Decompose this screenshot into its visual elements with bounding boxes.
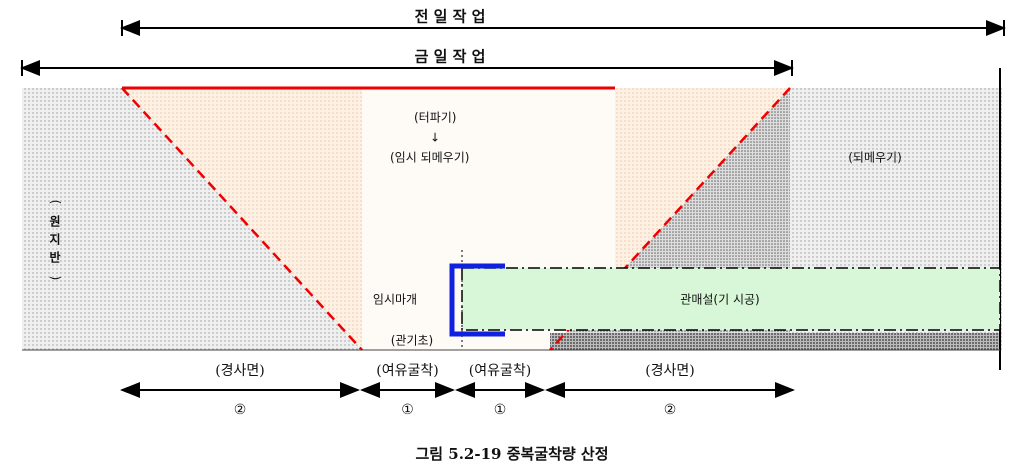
top-arrows: 전 일 작 업 금 일 작 업 <box>20 8 1006 76</box>
dimension-label: (경사면) <box>215 363 265 379</box>
original-ground: ) <box>49 276 63 281</box>
labels: (터파기) ↓ (임시 되메우기) (되메우기) ( 원 지 반 ) 임시마개 … <box>49 111 902 348</box>
original-ground: 원 <box>49 215 60 229</box>
dimension-label: (여유굴착) <box>469 363 531 379</box>
dimension-mark: ① <box>401 402 414 418</box>
arrow: ↓ <box>430 131 440 145</box>
temp-backfill: (임시 되메우기) <box>390 151 469 165</box>
dimension-label: (여유굴착) <box>376 363 438 379</box>
temp-cap: 임시마개 <box>373 293 417 307</box>
dimension-mark: ② <box>234 402 247 418</box>
original-ground: 지 <box>49 232 60 247</box>
previous-day-label: 전 일 작 업 <box>415 8 486 26</box>
pipe: 관매설(기 시공) <box>680 293 759 307</box>
dimension-label: (경사면) <box>645 363 695 379</box>
caption: 그림 5.2-19 중복굴착량 산정 <box>415 445 608 463</box>
backfill: (되메우기) <box>848 151 902 165</box>
ground <box>22 68 1002 370</box>
original-ground: 반 <box>49 250 60 265</box>
today-label: 금 일 작 업 <box>415 48 486 66</box>
dimension-mark: ① <box>494 402 507 418</box>
original-ground: ( <box>49 200 63 205</box>
excavation: (터파기) <box>414 111 456 125</box>
dimension-mark: ② <box>664 402 677 418</box>
pipe-base: (관기초) <box>391 334 433 348</box>
dimensions: (경사면) ② (여유굴착) ① (여유굴착) ① (경사면) ② <box>120 363 795 418</box>
